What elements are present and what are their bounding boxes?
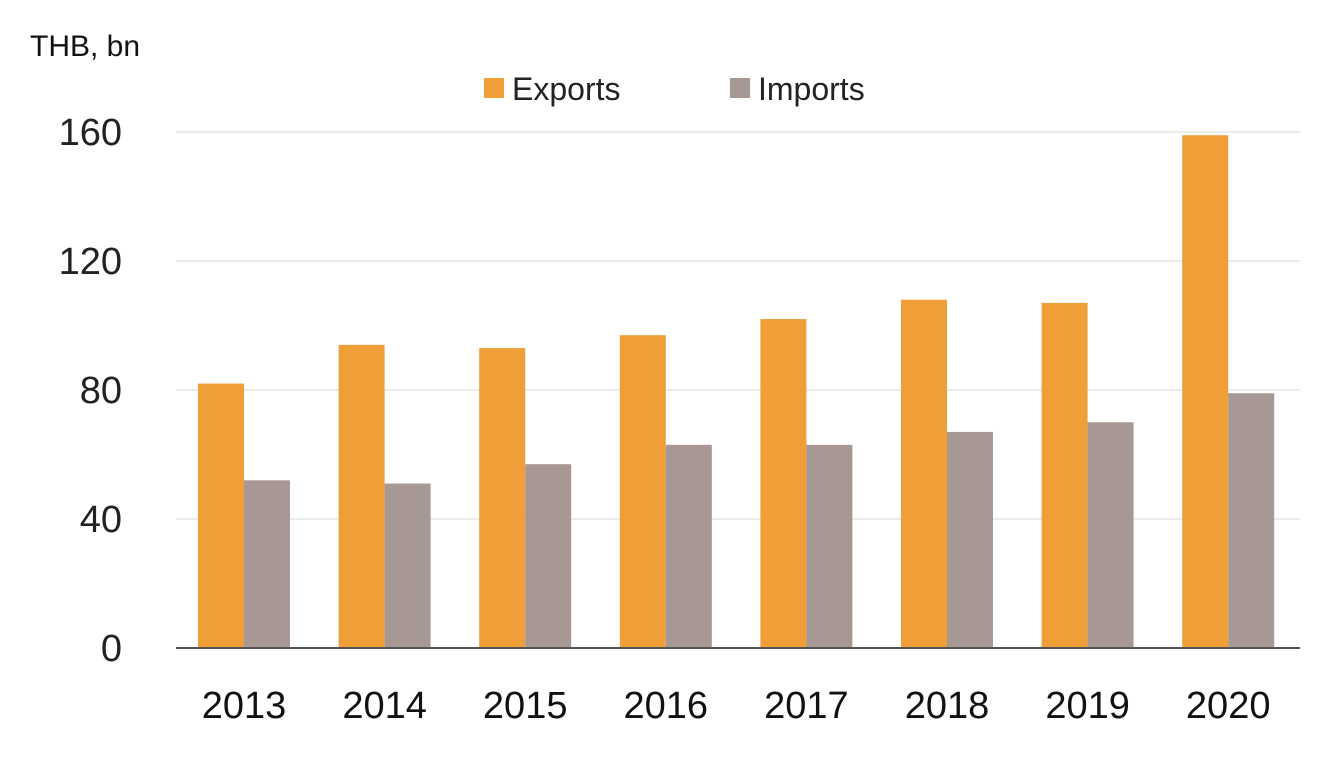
x-tick-label: 2013: [202, 685, 287, 727]
legend-label-exports: Exports: [512, 71, 620, 107]
bar-imports-2017: [806, 444, 853, 648]
bar-exports-2016: [619, 335, 666, 648]
legend-swatch-exports: [484, 78, 504, 98]
y-tick-label: 0: [101, 628, 122, 670]
bar-imports-2018: [947, 431, 993, 648]
bar-exports-2017: [760, 319, 807, 648]
bar-imports-2015: [525, 464, 572, 648]
y-tick-label: 160: [59, 112, 122, 154]
bar-exports-2019: [1041, 302, 1088, 648]
y-tick-label: 40: [80, 499, 122, 541]
x-tick-label: 2017: [764, 685, 849, 727]
x-axis-ticks: 2013 2014 2015 2016 2017 2018 2019 2020: [202, 685, 1271, 727]
y-axis-unit-label: THB, bn: [30, 30, 140, 63]
bar-imports-2020: [1228, 393, 1275, 648]
y-tick-label: 80: [80, 370, 122, 412]
y-tick-label: 120: [59, 241, 122, 283]
x-tick-label: 2020: [1186, 685, 1271, 727]
x-tick-label: 2014: [342, 685, 427, 727]
bar-imports-2016: [665, 444, 712, 648]
y-axis-ticks: 0 40 80 120 160: [59, 112, 122, 670]
legend-swatch-imports: [730, 78, 750, 98]
bars: [198, 135, 1275, 649]
bar-exports-2020: [1182, 135, 1229, 649]
bar-imports-2013: [244, 480, 290, 648]
bar-imports-2019: [1087, 422, 1134, 648]
x-tick-label: 2018: [905, 685, 990, 727]
x-tick-label: 2015: [483, 685, 568, 727]
legend-label-imports: Imports: [758, 71, 865, 107]
bar-exports-2015: [479, 348, 526, 648]
bar-exports-2014: [338, 344, 385, 648]
bar-imports-2014: [384, 483, 431, 648]
bar-exports-2018: [901, 299, 947, 648]
legend: Exports Imports: [484, 71, 865, 107]
x-tick-label: 2019: [1045, 685, 1130, 727]
bar-exports-2013: [198, 383, 244, 648]
x-tick-label: 2016: [624, 685, 709, 727]
